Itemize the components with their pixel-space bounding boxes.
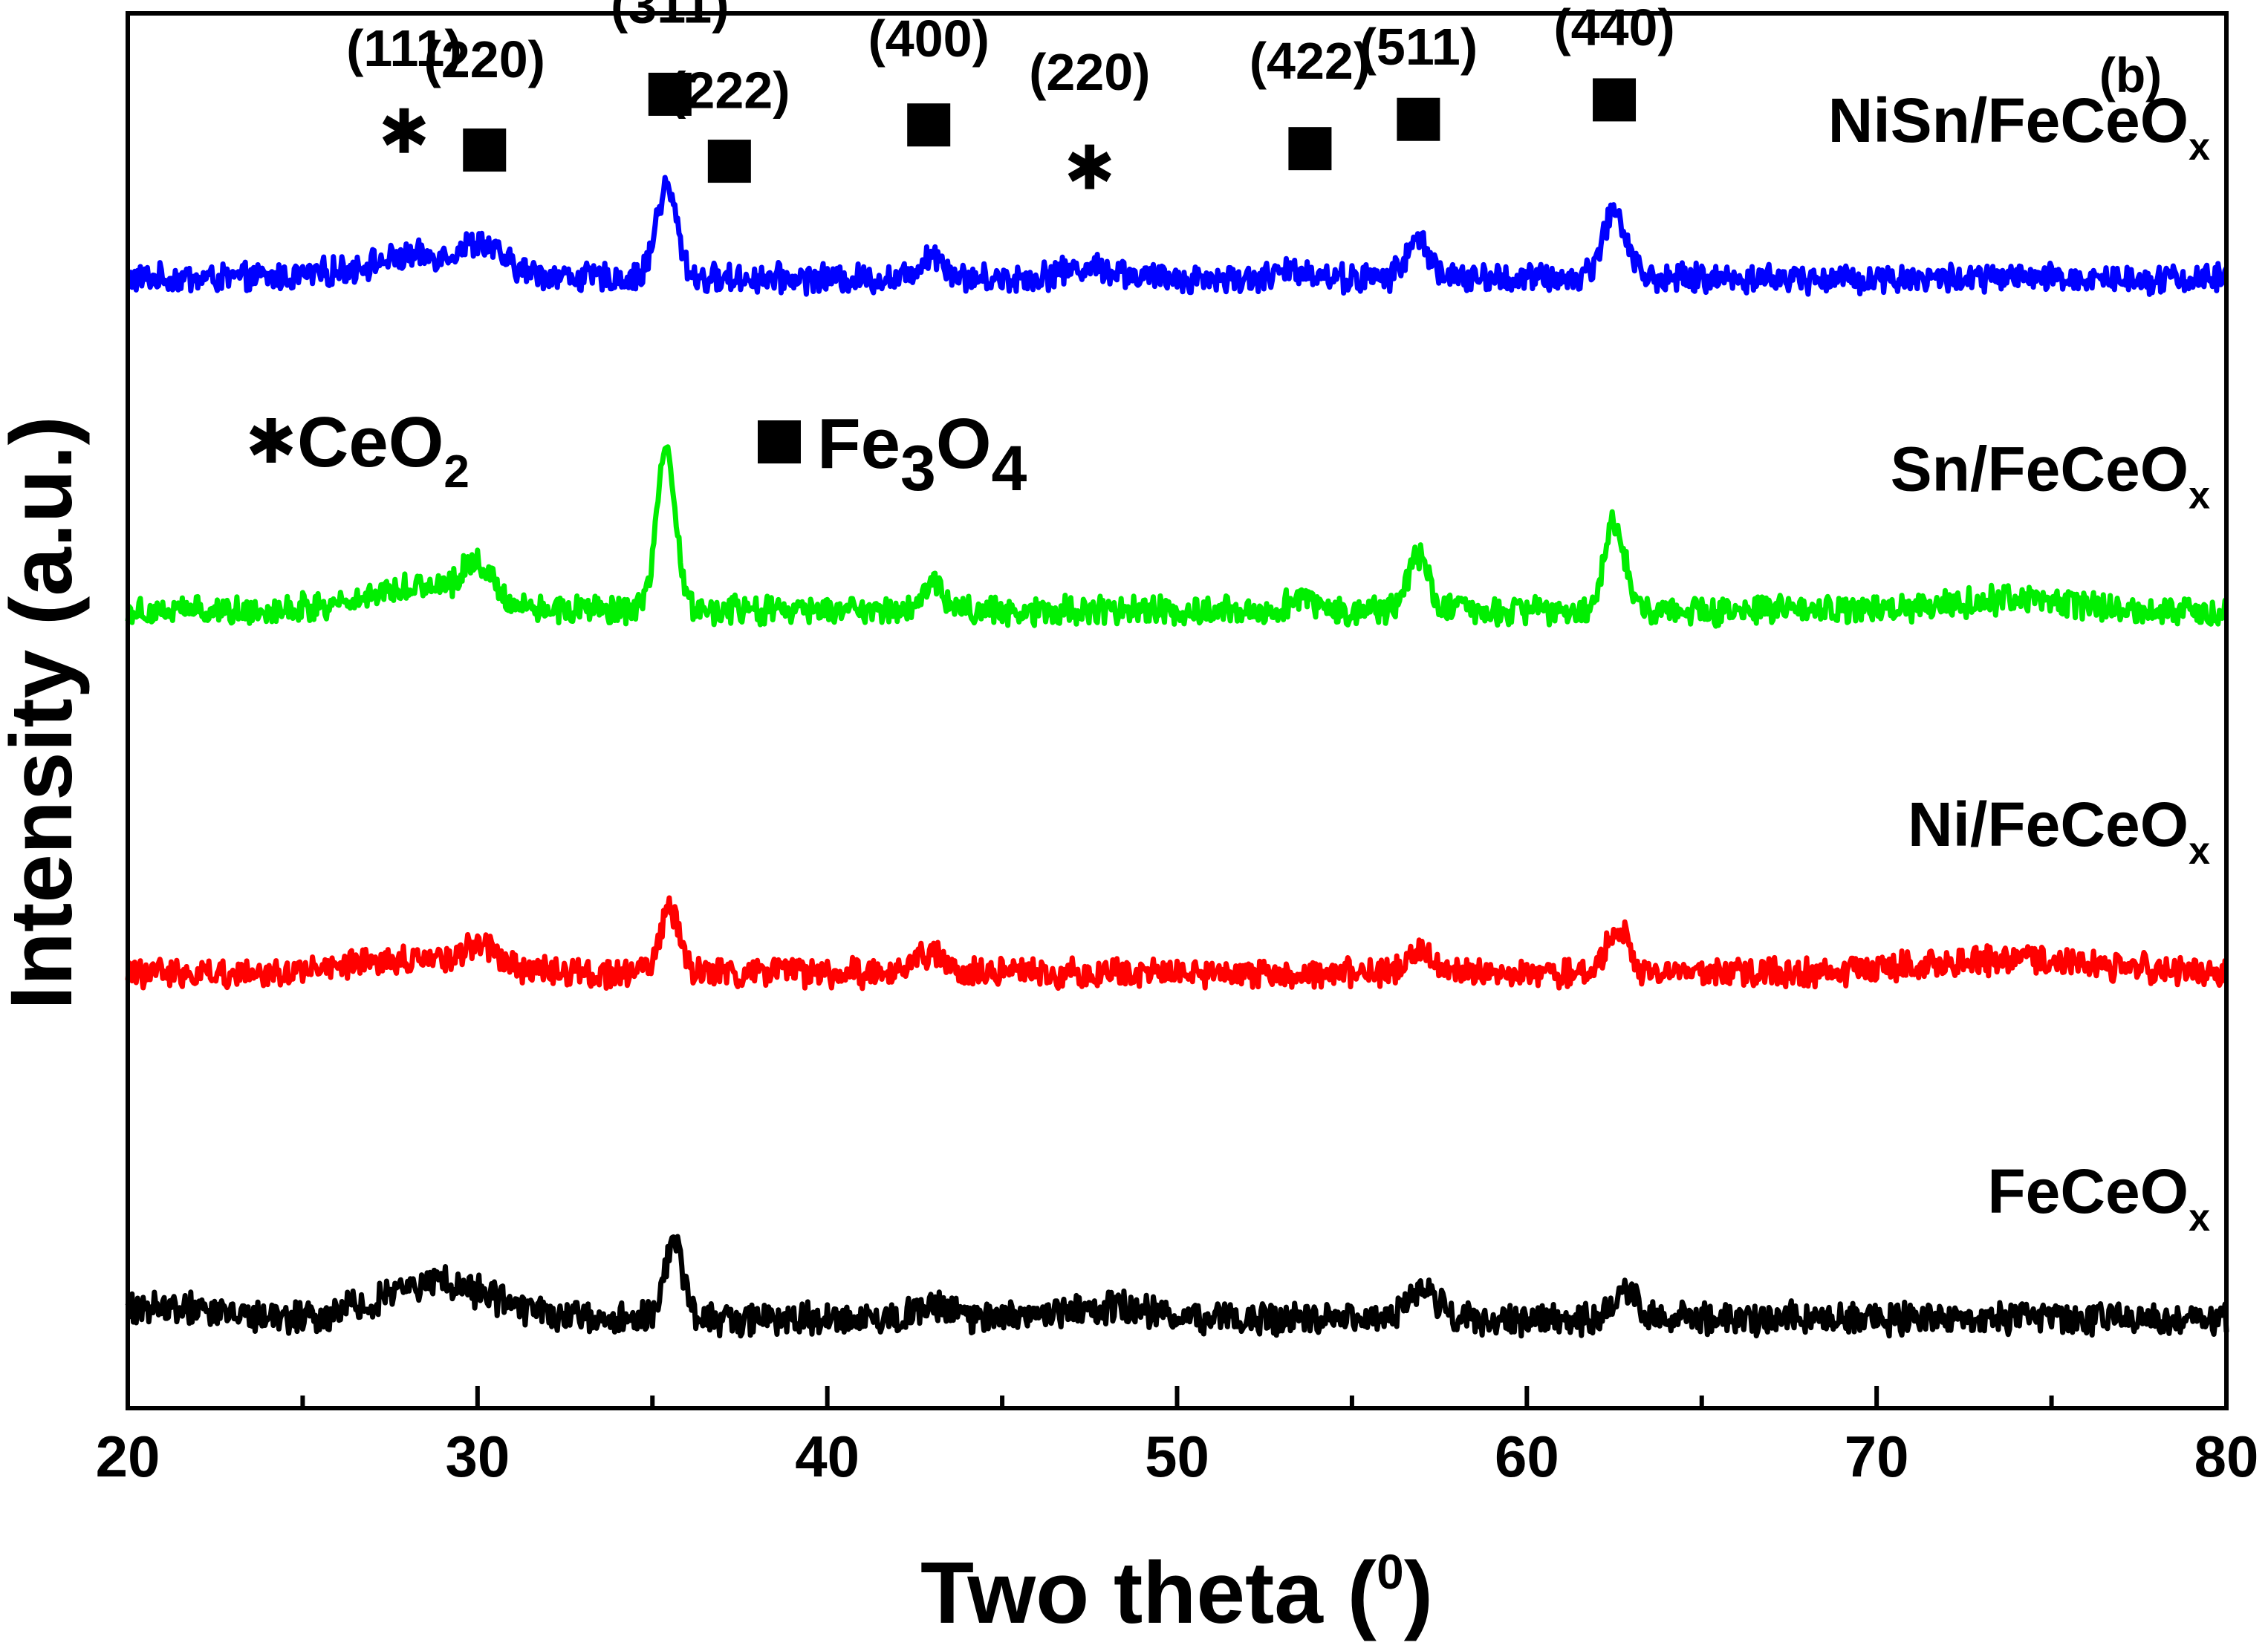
legend-fe3o4-sub-b: 4 <box>992 433 1027 504</box>
fe3o4-square-marker <box>463 128 507 172</box>
series-label-subscript: x <box>2189 126 2210 169</box>
legend-star-marker <box>249 418 293 463</box>
hkl-label: (422) <box>1250 32 1371 90</box>
series-trace-3 <box>125 1234 2229 1339</box>
series-label-1: Sn/FeCeOx <box>1891 434 2210 517</box>
series-label-3: FeCeOx <box>1987 1156 2210 1240</box>
x-axis-title: Two theta (0) <box>920 1544 1433 1642</box>
peak-annotations: (111)(220)(311)(222)(400)(220) (422)(511)… <box>346 0 1675 189</box>
fe3o4-square-marker <box>1288 127 1332 171</box>
series-label-subscript: x <box>2189 1196 2210 1240</box>
x-tick-label: 70 <box>1845 1424 1909 1489</box>
legend-ceo2-text: CeO <box>297 403 443 482</box>
series-trace-2 <box>125 895 2228 991</box>
star-arm <box>249 425 293 456</box>
hkl-label: (440) <box>1553 0 1674 56</box>
legend-square-marker <box>758 420 801 463</box>
fe3o4-square-marker <box>1593 78 1637 122</box>
ceo2-star-marker <box>382 108 426 153</box>
hkl-label: (222) <box>669 61 790 119</box>
x-tick-label: 80 <box>2194 1424 2259 1489</box>
x-tick-label: 20 <box>96 1424 160 1489</box>
hkl-label: (511) <box>1359 18 1478 76</box>
legend-fe3o4-text-b: O <box>936 404 992 483</box>
hkl-label: (220) <box>424 30 545 88</box>
plot-frame <box>126 11 2229 1410</box>
series-trace-1 <box>125 444 2229 629</box>
hkl-label: (311) <box>611 0 730 34</box>
fe3o4-square-marker <box>907 103 951 147</box>
series-label-text: FeCeO <box>1987 1156 2189 1226</box>
x-tick-label: 50 <box>1145 1424 1209 1489</box>
x-tick-label: 60 <box>1495 1424 1559 1489</box>
x-axis-ticks: 20 30 40 50 60 70 80 <box>96 1386 2259 1489</box>
hkl-label: (220) <box>1029 43 1150 101</box>
fe3o4-square-marker <box>1397 97 1440 141</box>
legend-ceo2-subscript: 2 <box>443 446 469 498</box>
legend-fe3o4-sub-a: 3 <box>900 433 936 504</box>
panel-label: (b) <box>2099 48 2162 102</box>
star-arm <box>382 115 426 146</box>
hkl-label: (400) <box>868 10 989 68</box>
star-arm <box>1068 152 1111 183</box>
series-label-0: NiSn/FeCeOx <box>1828 85 2210 169</box>
ceo2-star-marker <box>1068 144 1111 189</box>
hkl-label: (111) <box>346 19 462 77</box>
x-axis-title-text: Two theta ( <box>920 1544 1377 1642</box>
legend-fe3o4-text-a: Fe <box>817 404 900 483</box>
series-label-text: Ni/FeCeO <box>1908 789 2189 859</box>
legend-ceo2-label: CeO2 <box>297 403 469 498</box>
series-label-text: Sn/FeCeO <box>1891 434 2189 504</box>
x-tick-label: 30 <box>445 1424 510 1489</box>
x-tick-label: 40 <box>795 1424 860 1489</box>
y-axis-title: Intensity (a.u.) <box>0 416 91 1010</box>
fe3o4-square-marker <box>707 140 751 183</box>
series-label-subscript: x <box>2189 830 2210 873</box>
x-axis-title-close: ) <box>1404 1544 1433 1642</box>
x-axis-title-superscript: 0 <box>1377 1544 1404 1599</box>
series-label-2: Ni/FeCeOx <box>1908 789 2210 873</box>
series-label-subscript: x <box>2189 474 2210 517</box>
series-label-text: NiSn/FeCeO <box>1828 85 2189 155</box>
fe3o4-square-marker <box>648 72 692 116</box>
legend-fe3o4-label: Fe3O4 <box>817 404 1027 504</box>
series-trace-0 <box>126 175 2229 297</box>
phase-legend: CeO2 Fe3O4 <box>249 403 1027 504</box>
